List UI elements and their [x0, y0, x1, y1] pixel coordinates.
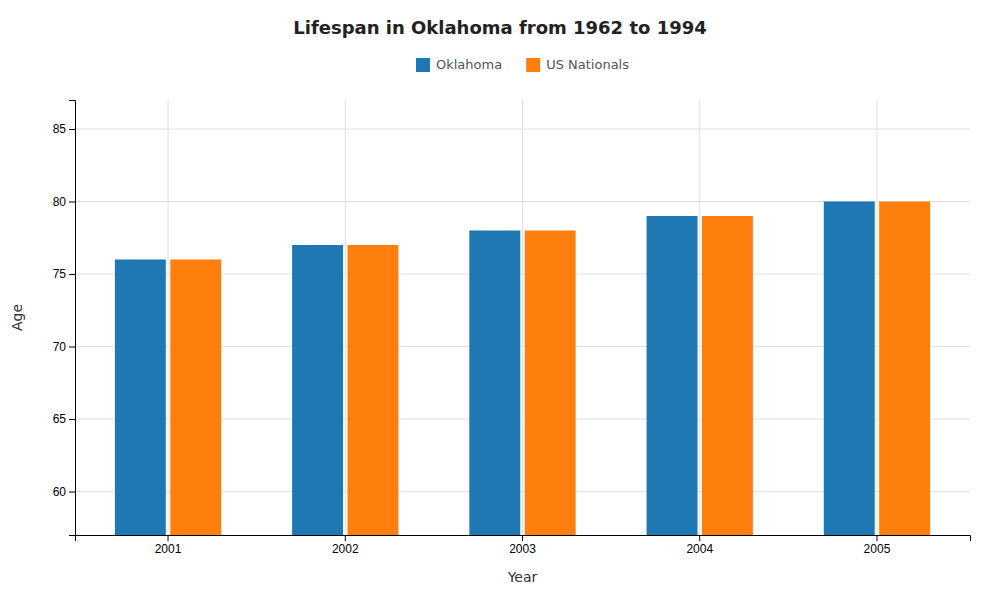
y-tick: 60 — [53, 485, 75, 499]
bar — [702, 216, 753, 535]
x-tick-mark — [345, 535, 346, 541]
x-tick: 2005 — [864, 535, 891, 556]
legend-item: Oklahoma — [416, 57, 502, 72]
x-axis: 2001 2002 2003 2004 2005 — [76, 535, 971, 556]
grid-line-x — [522, 100, 523, 535]
plot: 60 65 70 75 80 85 2001 2002 2003 2004 2005 — [53, 100, 971, 556]
bar — [469, 231, 520, 536]
x-tick-label: 2004 — [686, 542, 713, 556]
bar — [525, 231, 576, 536]
legend-item: US Nationals — [526, 57, 629, 72]
y-tick-label: 85 — [53, 122, 67, 136]
x-tick: 2004 — [686, 535, 713, 556]
bar — [292, 245, 343, 535]
x-tick-mark — [699, 535, 700, 541]
x-axis-title: Year — [507, 569, 538, 585]
x-tick: 2001 — [155, 535, 182, 556]
y-tick: 65 — [53, 412, 75, 426]
x-tick-mark — [168, 535, 169, 541]
y-tick-mark — [69, 202, 75, 203]
bars — [115, 202, 930, 536]
x-tick-label: 2001 — [155, 542, 182, 556]
y-tick-mark — [69, 347, 75, 348]
y-tick-label: 65 — [53, 412, 67, 426]
y-axis: 60 65 70 75 80 85 — [53, 101, 76, 536]
legend-label: US Nationals — [546, 57, 629, 72]
bar — [879, 202, 930, 536]
x-axis-line — [76, 536, 971, 542]
y-tick-label: 70 — [53, 340, 67, 354]
y-axis-line — [69, 101, 76, 536]
bar — [347, 245, 398, 535]
y-tick-mark — [69, 492, 75, 493]
y-tick-label: 80 — [53, 195, 67, 209]
grid-line-x — [876, 100, 877, 535]
chart: 60 65 70 75 80 85 2001 2002 2003 2004 2005 Year Age L… — [0, 0, 1000, 600]
grid-line-x — [168, 100, 169, 535]
y-tick: 80 — [53, 195, 75, 209]
legend-label: Oklahoma — [436, 57, 502, 72]
y-tick-mark — [69, 419, 75, 420]
grid-line-x — [699, 100, 700, 535]
x-tick: 2003 — [509, 535, 536, 556]
y-tick-mark — [69, 129, 75, 130]
x-tick-label: 2002 — [332, 542, 359, 556]
y-tick-mark — [69, 274, 75, 275]
x-tick-mark — [522, 535, 523, 541]
bar-series — [170, 202, 930, 536]
x-tick-label: 2005 — [864, 542, 891, 556]
x-tick-mark — [876, 535, 877, 541]
y-tick-label: 75 — [53, 267, 67, 281]
grid — [75, 100, 970, 535]
y-tick-label: 60 — [53, 485, 67, 499]
x-tick: 2002 — [332, 535, 359, 556]
bar — [115, 260, 166, 536]
grid-line-x — [345, 100, 346, 535]
bar — [170, 260, 221, 536]
legend: Oklahoma US Nationals — [416, 57, 629, 72]
x-tick-label: 2003 — [509, 542, 536, 556]
bar — [824, 202, 875, 536]
bar-series — [115, 202, 875, 536]
chart-title: Lifespan in Oklahoma from 1962 to 1994 — [293, 17, 707, 38]
y-tick: 75 — [53, 267, 75, 281]
legend-swatch — [416, 58, 430, 72]
bar — [647, 216, 698, 535]
y-axis-title: Age — [9, 304, 25, 331]
y-tick: 70 — [53, 340, 75, 354]
legend-swatch — [526, 58, 540, 72]
y-tick: 85 — [53, 122, 75, 136]
